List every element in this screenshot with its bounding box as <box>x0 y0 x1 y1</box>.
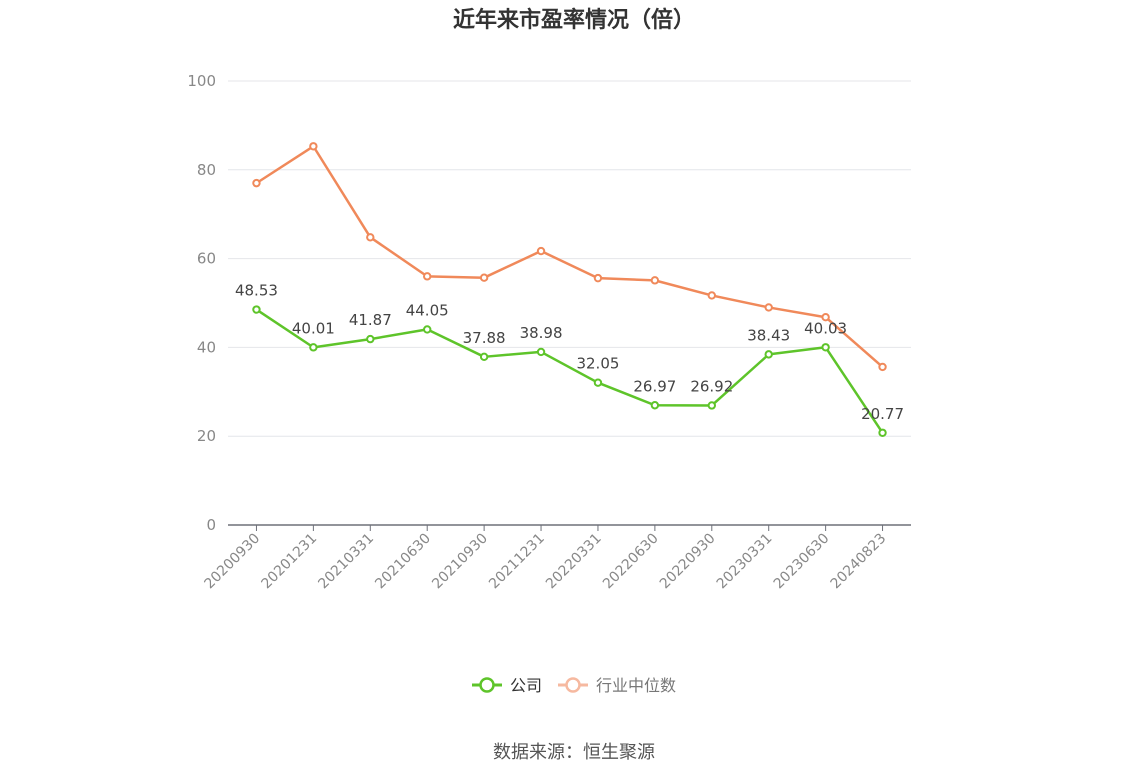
series-line-industry <box>255 145 884 368</box>
y-tick-label: 60 <box>197 250 216 268</box>
series-point-industry <box>479 273 489 282</box>
series-point-industry <box>366 233 375 242</box>
data-label-company: 44.05 <box>406 301 449 319</box>
data-label-company: 26.92 <box>690 377 733 395</box>
series-point-company <box>309 343 318 352</box>
y-axis: 0 20 40 60 80 100 <box>187 72 216 534</box>
x-axis: 2020093020201231202103312021063020210930… <box>202 524 911 593</box>
series-point-industry <box>309 142 318 151</box>
x-tick-label: 20220630 <box>600 531 662 593</box>
x-tick-label: 20211231 <box>486 531 548 593</box>
y-tick-label: 40 <box>197 338 216 356</box>
legend: 公司 行业中位数 <box>472 676 676 695</box>
series-point-company <box>707 401 716 410</box>
x-tick-label: 20230630 <box>771 531 833 593</box>
series-point-company <box>366 334 375 344</box>
legend-marker-icon <box>565 677 581 693</box>
series-line-company <box>255 308 884 434</box>
series-point-industry <box>821 313 830 322</box>
series-point-company <box>593 378 603 387</box>
data-source: 数据来源：恒生聚源 <box>493 742 655 763</box>
series-point-industry <box>536 246 546 256</box>
data-label-company: 41.87 <box>349 311 392 329</box>
series-point-company <box>252 305 261 314</box>
series-point-industry <box>650 276 660 285</box>
series-point-company <box>650 401 660 410</box>
legend-item-industry: 行业中位数 <box>558 676 676 695</box>
series-lines <box>252 142 887 437</box>
series-point-company <box>423 325 432 334</box>
series-point-company <box>764 350 773 359</box>
series-point-company <box>821 343 830 352</box>
data-label-company: 38.43 <box>747 326 790 344</box>
y-tick-label: 100 <box>187 72 216 90</box>
series-point-industry <box>423 272 432 281</box>
series-point-company <box>878 428 887 437</box>
series-point-company <box>536 347 546 357</box>
legend-label: 公司 <box>510 676 542 695</box>
data-label-company: 20.77 <box>861 405 904 423</box>
y-tick-label: 80 <box>197 161 216 179</box>
data-label-company: 38.98 <box>520 324 563 342</box>
series-point-industry <box>878 362 887 372</box>
series-point-industry <box>707 291 716 300</box>
data-label-company: 48.53 <box>235 282 278 300</box>
data-label-company: 26.97 <box>633 377 676 395</box>
series-point-industry <box>252 178 261 188</box>
grid-lines <box>228 80 911 437</box>
x-tick-label: 20210930 <box>429 531 491 593</box>
x-tick-label: 20240823 <box>828 531 890 593</box>
data-label-company: 37.88 <box>463 329 506 347</box>
series-point-industry <box>764 303 773 312</box>
x-tick-label: 20200930 <box>202 531 264 593</box>
legend-label: 行业中位数 <box>596 676 676 695</box>
y-tick-label: 0 <box>206 516 216 534</box>
legend-marker-icon <box>479 677 495 693</box>
x-tick-label: 20220930 <box>657 531 719 593</box>
data-labels: 48.53 40.01 41.87 44.05 37.88 38.98 32.05 26.97… <box>235 282 904 423</box>
x-tick-label: 20220331 <box>543 531 605 593</box>
x-tick-label: 20210630 <box>372 531 434 593</box>
legend-item-company: 公司 <box>472 676 542 695</box>
data-label-company: 40.01 <box>292 319 335 337</box>
x-tick-label: 20201231 <box>258 531 320 593</box>
chart-title: 近年来市盈率情况（倍） <box>452 8 695 33</box>
series-point-industry <box>593 273 603 283</box>
x-tick-label: 20230331 <box>714 531 776 593</box>
data-label-company: 40.03 <box>804 319 847 337</box>
x-tick-label: 20210331 <box>315 531 377 593</box>
y-tick-label: 20 <box>197 427 216 445</box>
data-label-company: 32.05 <box>576 355 619 373</box>
series-point-company <box>479 352 489 362</box>
